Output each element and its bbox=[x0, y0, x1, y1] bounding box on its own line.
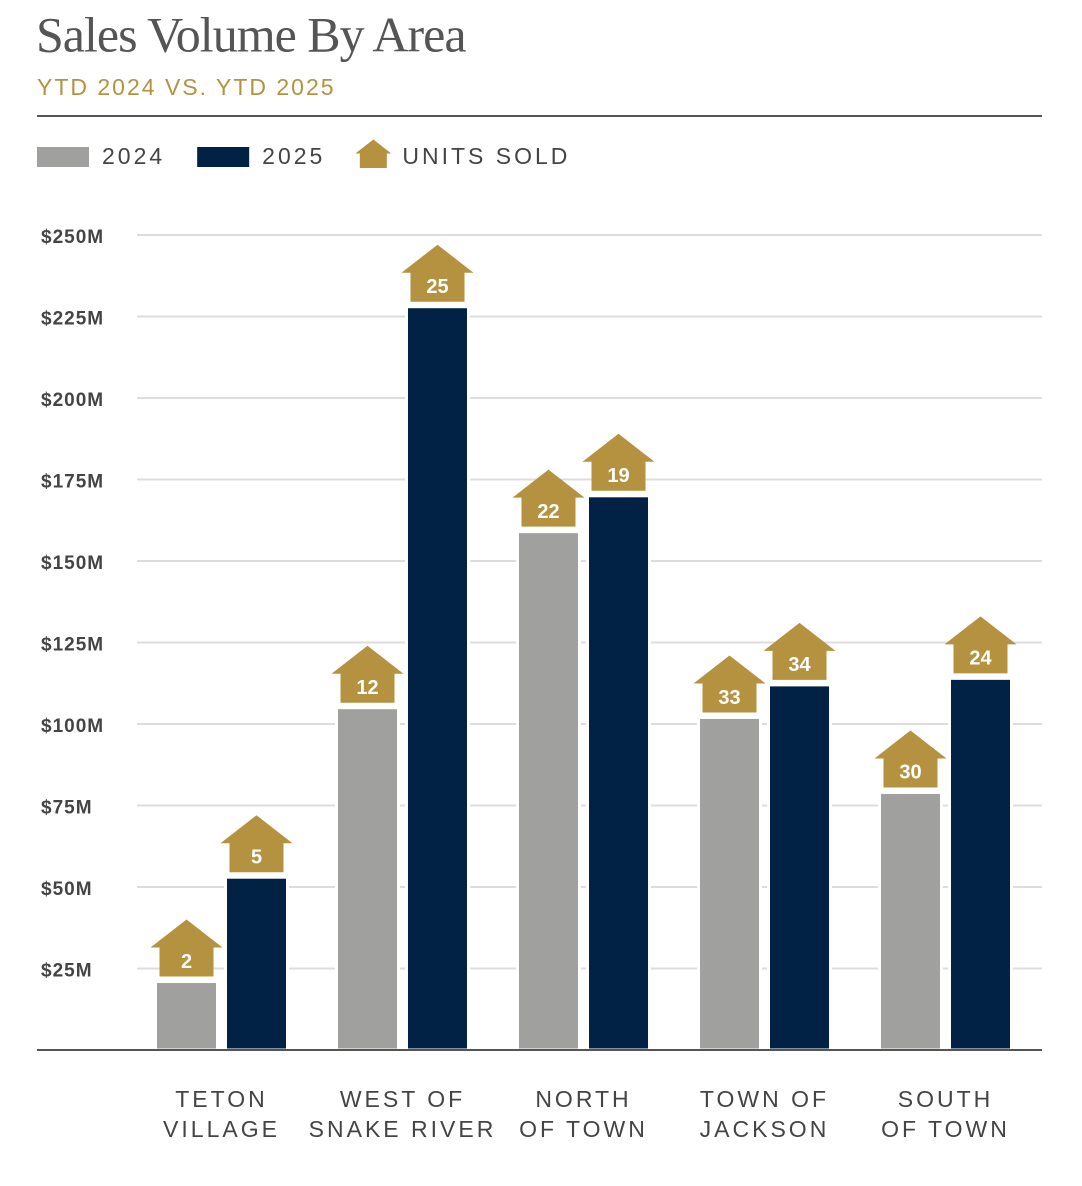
units-marker bbox=[401, 244, 474, 302]
units-label: 33 bbox=[718, 687, 740, 709]
x-tick-label: VILLAGE bbox=[163, 1116, 280, 1142]
x-tick-label: OF TOWN bbox=[881, 1116, 1010, 1142]
units-label: 25 bbox=[426, 276, 448, 298]
bar bbox=[697, 715, 762, 1052]
x-tick-label: SOUTH bbox=[898, 1086, 994, 1112]
units-label: 30 bbox=[899, 762, 921, 784]
legend-swatch bbox=[197, 147, 250, 167]
bar bbox=[878, 790, 943, 1052]
y-tick-label: $225M bbox=[41, 309, 104, 330]
units-marker bbox=[944, 616, 1017, 674]
x-tick-label: OF TOWN bbox=[519, 1116, 648, 1142]
units-marker bbox=[693, 655, 766, 713]
legend-label: UNITS SOLD bbox=[402, 143, 570, 169]
units-label: 24 bbox=[969, 648, 992, 670]
x-tick-label: WEST OF bbox=[340, 1086, 465, 1112]
bar bbox=[405, 305, 470, 1052]
y-tick-label: $200M bbox=[41, 390, 104, 411]
units-label: 5 bbox=[251, 847, 262, 869]
y-tick-label: $75M bbox=[41, 798, 93, 819]
units-label: 12 bbox=[356, 677, 378, 699]
units-label: 19 bbox=[607, 465, 629, 487]
bar bbox=[224, 875, 289, 1052]
y-tick-label: $125M bbox=[41, 635, 104, 656]
x-tick-label: SNAKE RIVER bbox=[309, 1116, 497, 1142]
bar bbox=[767, 683, 832, 1052]
units-label: 34 bbox=[788, 654, 811, 676]
units-marker bbox=[582, 433, 655, 491]
bar bbox=[516, 530, 581, 1052]
x-tick-label: NORTH bbox=[535, 1086, 631, 1112]
x-tick-label: JACKSON bbox=[700, 1116, 830, 1142]
y-tick-label: $25M bbox=[41, 961, 93, 982]
units-marker bbox=[512, 469, 585, 527]
y-tick-label: $100M bbox=[41, 716, 104, 737]
y-tick-label: $250M bbox=[41, 227, 104, 248]
units-marker bbox=[763, 622, 836, 680]
bar bbox=[586, 494, 651, 1052]
y-tick-label: $150M bbox=[41, 553, 104, 574]
legend-label: 2025 bbox=[262, 143, 325, 169]
chart-subtitle: YTD 2024 VS. YTD 2025 bbox=[37, 74, 336, 100]
units-marker bbox=[150, 919, 223, 977]
legend-swatch bbox=[355, 139, 392, 168]
units-marker bbox=[220, 815, 293, 873]
x-tick-label: TETON bbox=[175, 1086, 268, 1112]
units-marker bbox=[331, 645, 404, 703]
legend-swatch bbox=[37, 147, 89, 167]
units-label: 2 bbox=[181, 951, 192, 973]
y-tick-label: $175M bbox=[41, 472, 104, 493]
y-tick-label: $50M bbox=[41, 879, 93, 900]
legend-label: 2024 bbox=[102, 143, 165, 169]
bar bbox=[154, 980, 219, 1052]
chart-title: Sales Volume By Area bbox=[36, 6, 466, 62]
units-label: 22 bbox=[537, 501, 559, 523]
bar bbox=[335, 706, 400, 1052]
bar bbox=[948, 676, 1013, 1052]
units-marker bbox=[874, 730, 947, 788]
x-tick-label: TOWN OF bbox=[700, 1086, 829, 1112]
